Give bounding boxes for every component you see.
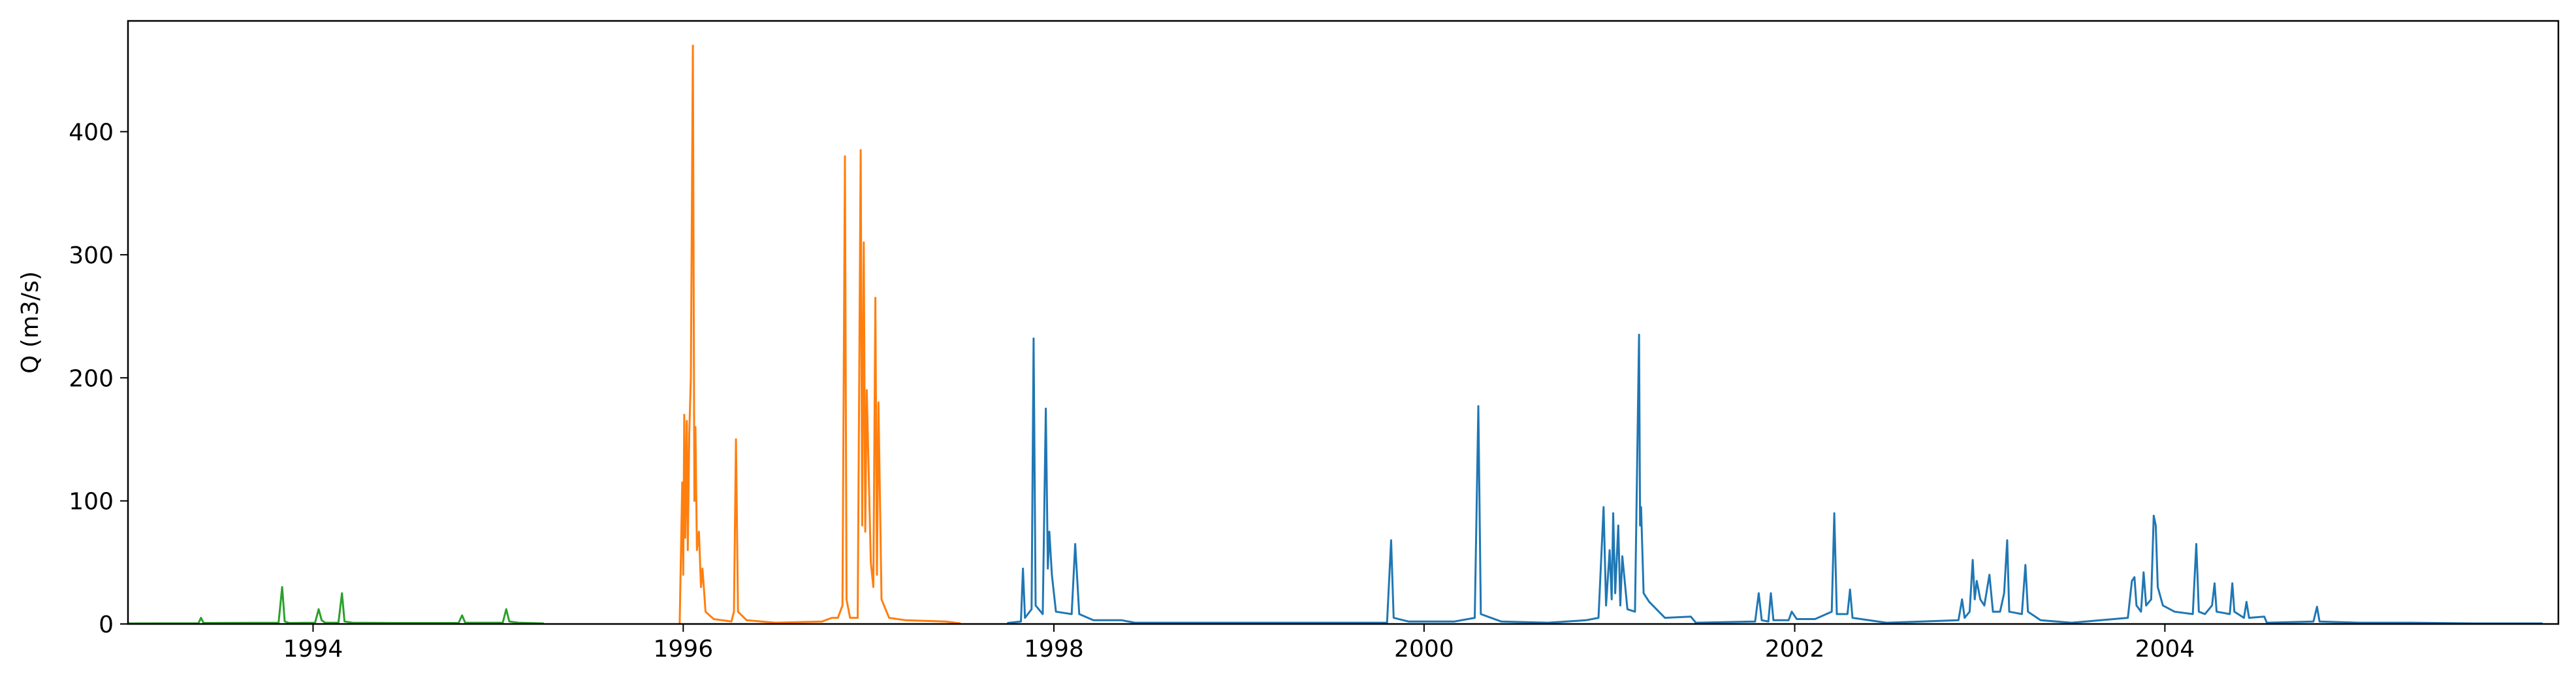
x-tick-label: 2002 <box>1765 636 1825 663</box>
y-tick-label: 300 <box>69 242 114 269</box>
x-tick-label: 1998 <box>1024 636 1084 663</box>
x-tick-label: 1996 <box>654 636 714 663</box>
y-tick-label: 400 <box>69 120 114 146</box>
y-tick-label: 0 <box>99 612 114 638</box>
y-tick-label: 100 <box>69 489 114 516</box>
x-tick-label: 2000 <box>1394 636 1454 663</box>
y-tick-label: 200 <box>69 365 114 392</box>
y-axis-title: Q (m3/s) <box>17 271 44 374</box>
x-tick-label: 2004 <box>2135 636 2195 663</box>
x-tick-label: 1994 <box>283 636 343 663</box>
